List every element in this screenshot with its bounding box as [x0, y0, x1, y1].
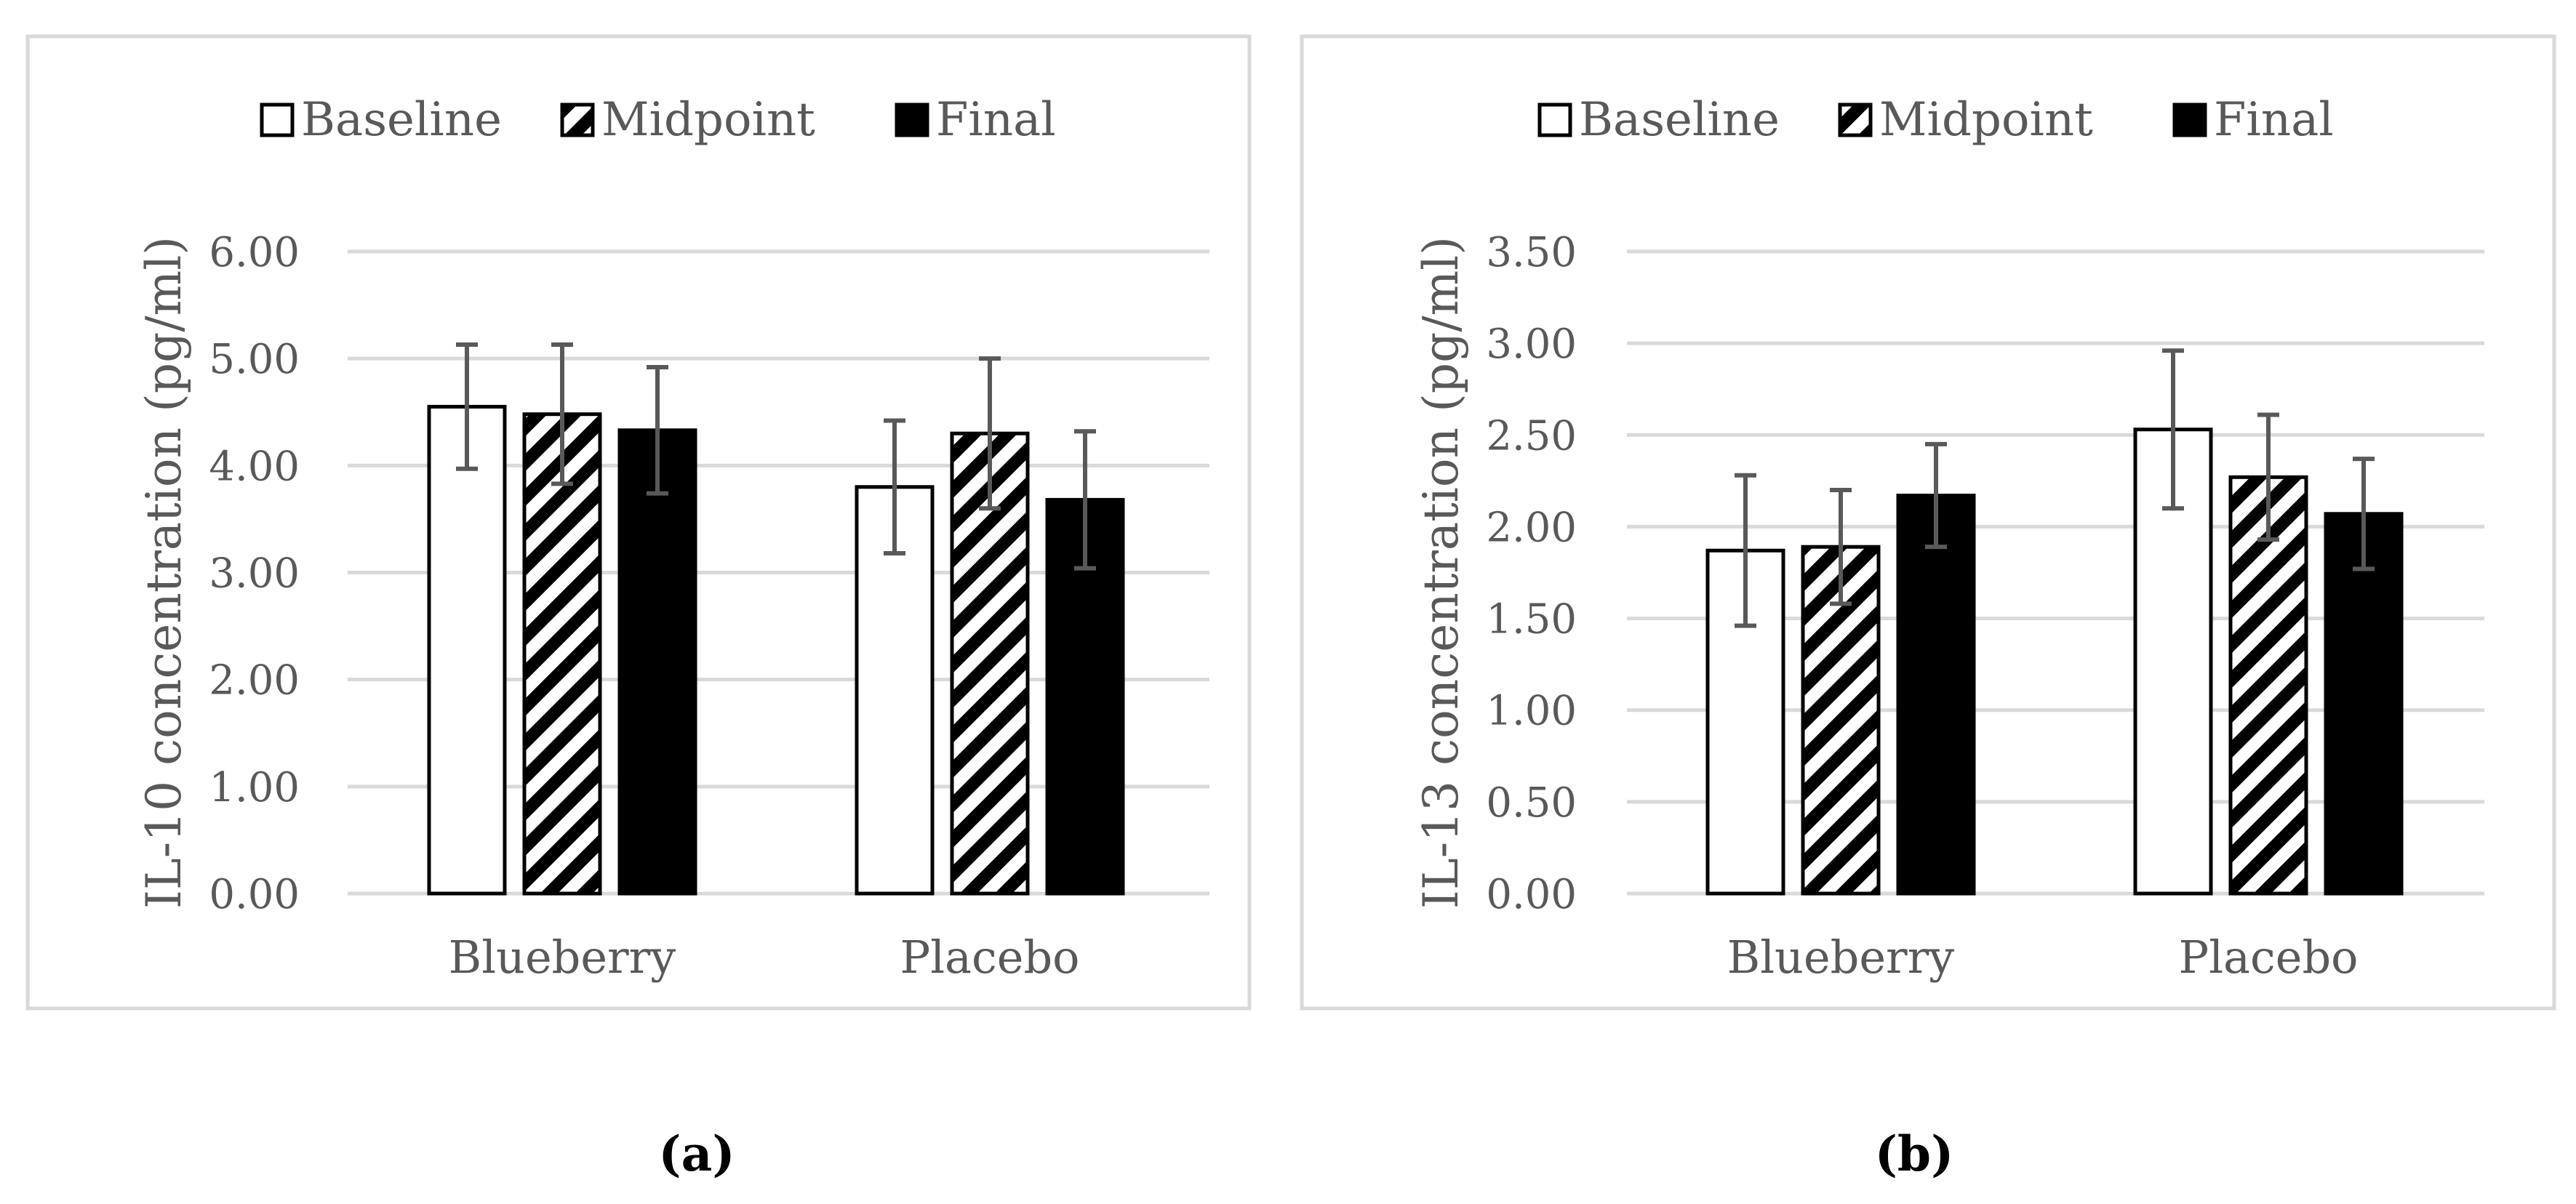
- y-tick-label: 5.00: [209, 336, 300, 383]
- bar-blueberry-final: [617, 428, 697, 896]
- legend-swatch-midpoint: [1838, 103, 1873, 137]
- y-tick-label: 1.00: [1486, 688, 1577, 735]
- bar-blueberry-midpoint: [522, 412, 602, 896]
- category-label-blueberry: Blueberry: [449, 931, 676, 984]
- error-bar-placebo-final: [1074, 429, 1096, 571]
- y-tick-label: 2.50: [1486, 412, 1577, 459]
- y-tick-label: 2.00: [1486, 504, 1577, 551]
- legend-label-baseline: Baseline: [301, 93, 502, 147]
- error-bar-placebo-midpoint: [2257, 412, 2279, 542]
- bar-blueberry-final: [1896, 494, 1976, 896]
- error-bar-blueberry-final: [647, 364, 668, 496]
- panel-caption: (b): [1875, 1125, 1954, 1182]
- y-tick-label: 6.00: [209, 229, 300, 276]
- y-tick-label: 0.00: [209, 871, 300, 918]
- legend-swatch-final: [2172, 103, 2207, 137]
- category-label-placebo: Placebo: [900, 931, 1080, 984]
- error-bar-blueberry-final: [1925, 441, 1947, 550]
- y-tick-label: 4.00: [209, 443, 300, 490]
- legend-label-baseline: Baseline: [1579, 93, 1780, 147]
- error-bar-blueberry-midpoint: [551, 342, 573, 486]
- panel-caption: (a): [658, 1125, 735, 1182]
- y-tick-label: 3.00: [1486, 321, 1577, 368]
- category-label-placebo: Placebo: [2179, 931, 2359, 984]
- legend-swatch-baseline: [260, 103, 295, 137]
- legend-swatch-final: [895, 103, 929, 137]
- chart-panel-b: 0.00 0.50 1.00 1.50 2.00 2.50 3.00 3.50 IL-13 co…: [1300, 34, 2556, 1011]
- error-bar-blueberry-midpoint: [1830, 487, 1852, 606]
- y-tick-label: 0.50: [1486, 779, 1577, 827]
- y-axis-label: IL-13 concentration (pg/ml): [1413, 236, 1469, 909]
- legend-label-midpoint: Midpoint: [601, 93, 815, 147]
- error-bar-placebo-final: [2353, 457, 2375, 571]
- y-tick-label: 1.00: [209, 764, 300, 811]
- chart-panel-a: 0.00 1.00 2.00 3.00 4.00 5.00 6.00 IL-10 concen…: [25, 34, 1252, 1011]
- category-label-blueberry: Blueberry: [1727, 931, 1955, 984]
- y-tick-label: 3.00: [209, 550, 300, 598]
- y-tick-label: 1.50: [1486, 596, 1577, 643]
- error-bar-blueberry-baseline: [1735, 473, 1756, 628]
- legend-label-final: Final: [2214, 93, 2334, 147]
- y-tick-label: 2.00: [209, 657, 300, 705]
- error-bar-placebo-baseline: [884, 418, 905, 556]
- error-bar-placebo-baseline: [2162, 348, 2184, 511]
- y-tick-label: 0.00: [1486, 871, 1577, 918]
- legend-swatch-midpoint: [560, 103, 595, 137]
- y-tick-label: 3.50: [1486, 229, 1577, 276]
- error-bar-blueberry-baseline: [456, 342, 478, 471]
- bar-blueberry-baseline: [427, 404, 507, 896]
- bar-placebo-final: [2324, 512, 2404, 896]
- legend-label-final: Final: [936, 93, 1056, 147]
- y-axis-label: IL-10 concentration (pg/ml): [136, 236, 192, 909]
- legend-label-midpoint: Midpoint: [1879, 93, 2093, 147]
- legend-swatch-baseline: [1537, 103, 1572, 137]
- error-bar-placebo-midpoint: [979, 356, 1001, 511]
